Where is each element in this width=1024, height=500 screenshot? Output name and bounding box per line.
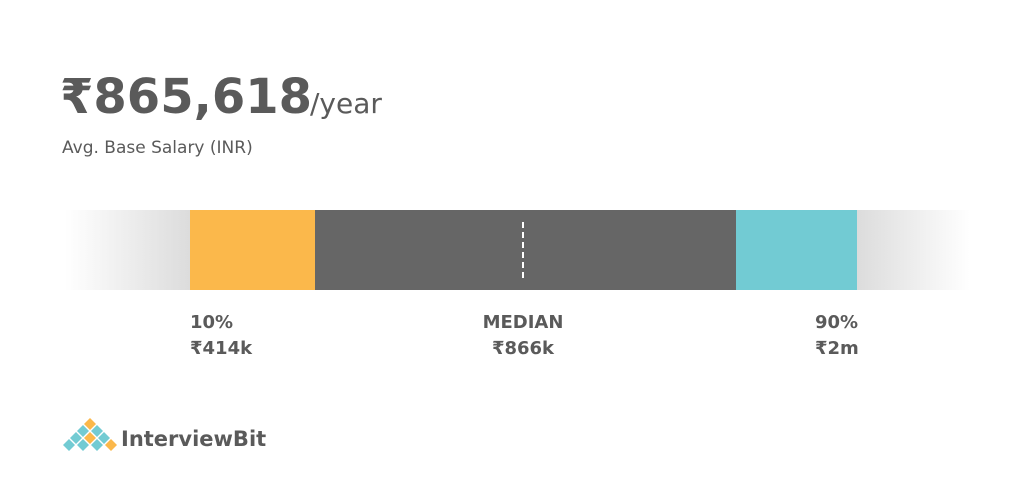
marker-label: MEDIAN xyxy=(483,312,564,333)
logo-tile xyxy=(105,439,117,451)
logo-tile xyxy=(91,439,103,451)
logo-tile xyxy=(84,418,96,430)
marker-value: ₹414k xyxy=(190,338,253,359)
logo-tile xyxy=(63,439,75,451)
bar-mid-segment xyxy=(315,210,736,290)
marker-label: 10% xyxy=(190,312,233,333)
logo-tile xyxy=(91,425,103,437)
bar-fade-right xyxy=(857,210,970,290)
marker-value: ₹866k xyxy=(492,338,555,359)
salary-caption: Avg. Base Salary (INR) xyxy=(62,138,253,158)
marker-label: 90% xyxy=(815,312,858,333)
logo-tile xyxy=(77,425,89,437)
bar-high-segment xyxy=(736,210,857,290)
logo-tile xyxy=(98,432,110,444)
logo-tile xyxy=(70,432,82,444)
logo-icon xyxy=(63,418,117,451)
bar-low-segment xyxy=(190,210,315,290)
logo-tile xyxy=(84,432,96,444)
salary-amount: ₹865,618 xyxy=(60,69,312,125)
salary-unit: /year xyxy=(310,87,382,120)
logo-text: InterviewBit xyxy=(121,427,266,451)
logo-tile xyxy=(77,439,89,451)
marker-value: ₹2m xyxy=(815,338,859,359)
bar-fade-left xyxy=(65,210,190,290)
